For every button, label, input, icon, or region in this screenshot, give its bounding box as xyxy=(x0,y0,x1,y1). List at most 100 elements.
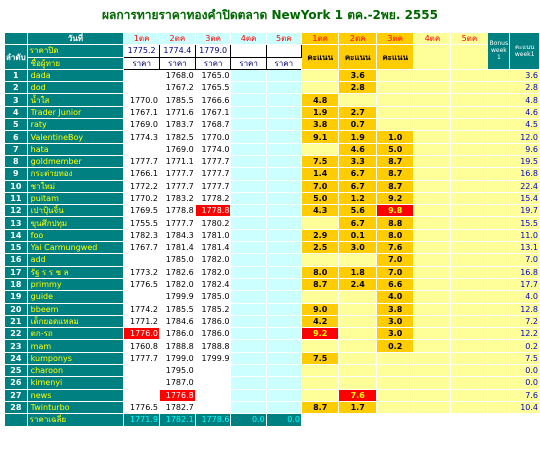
week-score-cell: 12.0 xyxy=(509,130,540,144)
price-cell: 1781.4 xyxy=(194,241,232,255)
score-cell xyxy=(450,253,489,267)
week-score-cell: 19.7 xyxy=(509,204,540,218)
member-name: ชาใหม่ xyxy=(26,179,125,193)
score-cell xyxy=(375,400,415,415)
date-header-price: 4ตค xyxy=(230,31,267,46)
price-cell: 1771.6 xyxy=(159,105,196,120)
price-cell: 1776.5 xyxy=(123,277,160,292)
price-cell xyxy=(265,376,302,390)
row-number: 12 xyxy=(4,204,28,218)
score-cell: 1.9 xyxy=(338,130,377,144)
average-row: ราคาเฉลี่ย 1771.9 1782.1 1778.6 0.0 0.0 xyxy=(4,413,540,427)
row-number: 26 xyxy=(4,376,28,390)
price-cell xyxy=(230,277,267,292)
week-score-cell: 19.5 xyxy=(509,154,540,169)
date-header-score: 4ตค xyxy=(413,31,452,46)
week-score-cell: 0.0 xyxy=(509,364,540,378)
member-name: primmy xyxy=(26,277,125,292)
price-cell: 1799.9 xyxy=(194,351,232,366)
table-row: 18 primmy 1776.5 1782.0 1782.4 8.7 2.4 6.6 17.7 xyxy=(4,277,540,292)
price-cell xyxy=(265,154,302,169)
score-cell xyxy=(450,314,489,329)
week-score-cell: 3.6 xyxy=(509,68,540,83)
score-cell xyxy=(413,191,452,206)
score-cell xyxy=(413,228,452,243)
price-cell: 1755.5 xyxy=(123,216,160,230)
score-cell: 7.0 xyxy=(300,179,340,193)
score-header xyxy=(450,44,489,70)
score-cell xyxy=(375,81,415,95)
score-header: คะแนน xyxy=(338,44,377,70)
price-cell: 1786.0 xyxy=(194,327,232,341)
price-cell: 1799.0 xyxy=(159,351,196,366)
price-cell: 1769.5 xyxy=(123,204,160,218)
week-score-cell: 4.8 xyxy=(509,93,540,107)
header-round-label: วันที่ xyxy=(26,31,125,46)
member-name: hata xyxy=(26,142,125,156)
score-cell xyxy=(338,339,377,353)
close-price-cell xyxy=(230,44,267,58)
price-cell xyxy=(265,142,302,156)
score-cell xyxy=(300,253,340,267)
average-cell: 1782.1 xyxy=(159,413,196,427)
average-filler xyxy=(450,413,488,426)
date-header-price: 1ตค xyxy=(123,31,160,46)
price-cell: 1786.0 xyxy=(194,314,232,329)
price-cell: 1771.2 xyxy=(123,314,160,329)
row-number: 3 xyxy=(4,93,28,107)
price-cell: 1778.8 xyxy=(194,204,232,218)
table-row: 4 Trader Junior 1767.1 1771.6 1767.1 1.9 2.7 4.… xyxy=(4,105,540,120)
row-number: 6 xyxy=(4,130,28,144)
price-cell: 1767.7 xyxy=(123,241,160,255)
price-cell: 1782.0 xyxy=(194,265,232,279)
week-score-cell: 15.5 xyxy=(509,216,540,230)
score-cell xyxy=(413,179,452,193)
score-cell xyxy=(450,105,489,120)
score-cell: 6.7 xyxy=(338,167,377,181)
price-cell: 1785.5 xyxy=(159,302,196,316)
price-cell xyxy=(230,179,267,193)
member-header: ชื่อผู้ทาย xyxy=(26,56,125,70)
bonus-cell xyxy=(487,105,511,120)
score-cell xyxy=(450,400,489,415)
date-header-score: 5ตค xyxy=(450,31,489,46)
price-cell: 1782.0 xyxy=(159,277,196,292)
score-cell xyxy=(450,339,489,353)
score-cell: 2.7 xyxy=(338,105,377,120)
member-name: mam xyxy=(26,339,125,353)
score-cell xyxy=(450,142,489,156)
price-cell: 1776.0 xyxy=(123,327,160,341)
week-score-cell: 0.0 xyxy=(509,376,540,390)
bonus-cell xyxy=(487,364,511,378)
score-cell xyxy=(300,388,340,402)
table-row: 1 dada 1768.0 1765.0 3.6 3.6 xyxy=(4,68,540,83)
score-cell xyxy=(413,216,452,230)
order-header: ลำดับ xyxy=(4,44,28,70)
price-cell xyxy=(230,154,267,169)
score-cell xyxy=(338,290,377,304)
score-cell xyxy=(450,241,489,255)
price-cell: 1765.0 xyxy=(194,68,232,83)
price-cell xyxy=(265,277,302,292)
price-cell: 1782.3 xyxy=(123,228,160,243)
week-score-cell: 4.6 xyxy=(509,105,540,120)
score-cell: 8.0 xyxy=(375,228,415,243)
score-cell xyxy=(300,142,340,156)
average-cell: 1778.6 xyxy=(194,413,232,427)
price-cell xyxy=(230,204,267,218)
price-cell: 1780.2 xyxy=(194,216,232,230)
member-name: ValentineBoy xyxy=(26,130,125,144)
price-cell: 1799.9 xyxy=(159,290,196,304)
price-cell xyxy=(265,179,302,193)
row-number: 14 xyxy=(4,228,28,243)
price-cell: 1767.1 xyxy=(194,105,232,120)
score-cell: 5.0 xyxy=(375,142,415,156)
score-cell: 8.0 xyxy=(300,265,340,279)
table-row: 20 bbeem 1774.2 1785.5 1785.2 9.0 3.8 12.8 xyxy=(4,302,540,316)
bonus-cell xyxy=(487,400,511,415)
score-cell xyxy=(413,167,452,181)
close-price-label: ราคาปิด xyxy=(26,44,125,58)
score-cell xyxy=(413,265,452,279)
price-cell xyxy=(265,302,302,316)
price-cell xyxy=(265,253,302,267)
